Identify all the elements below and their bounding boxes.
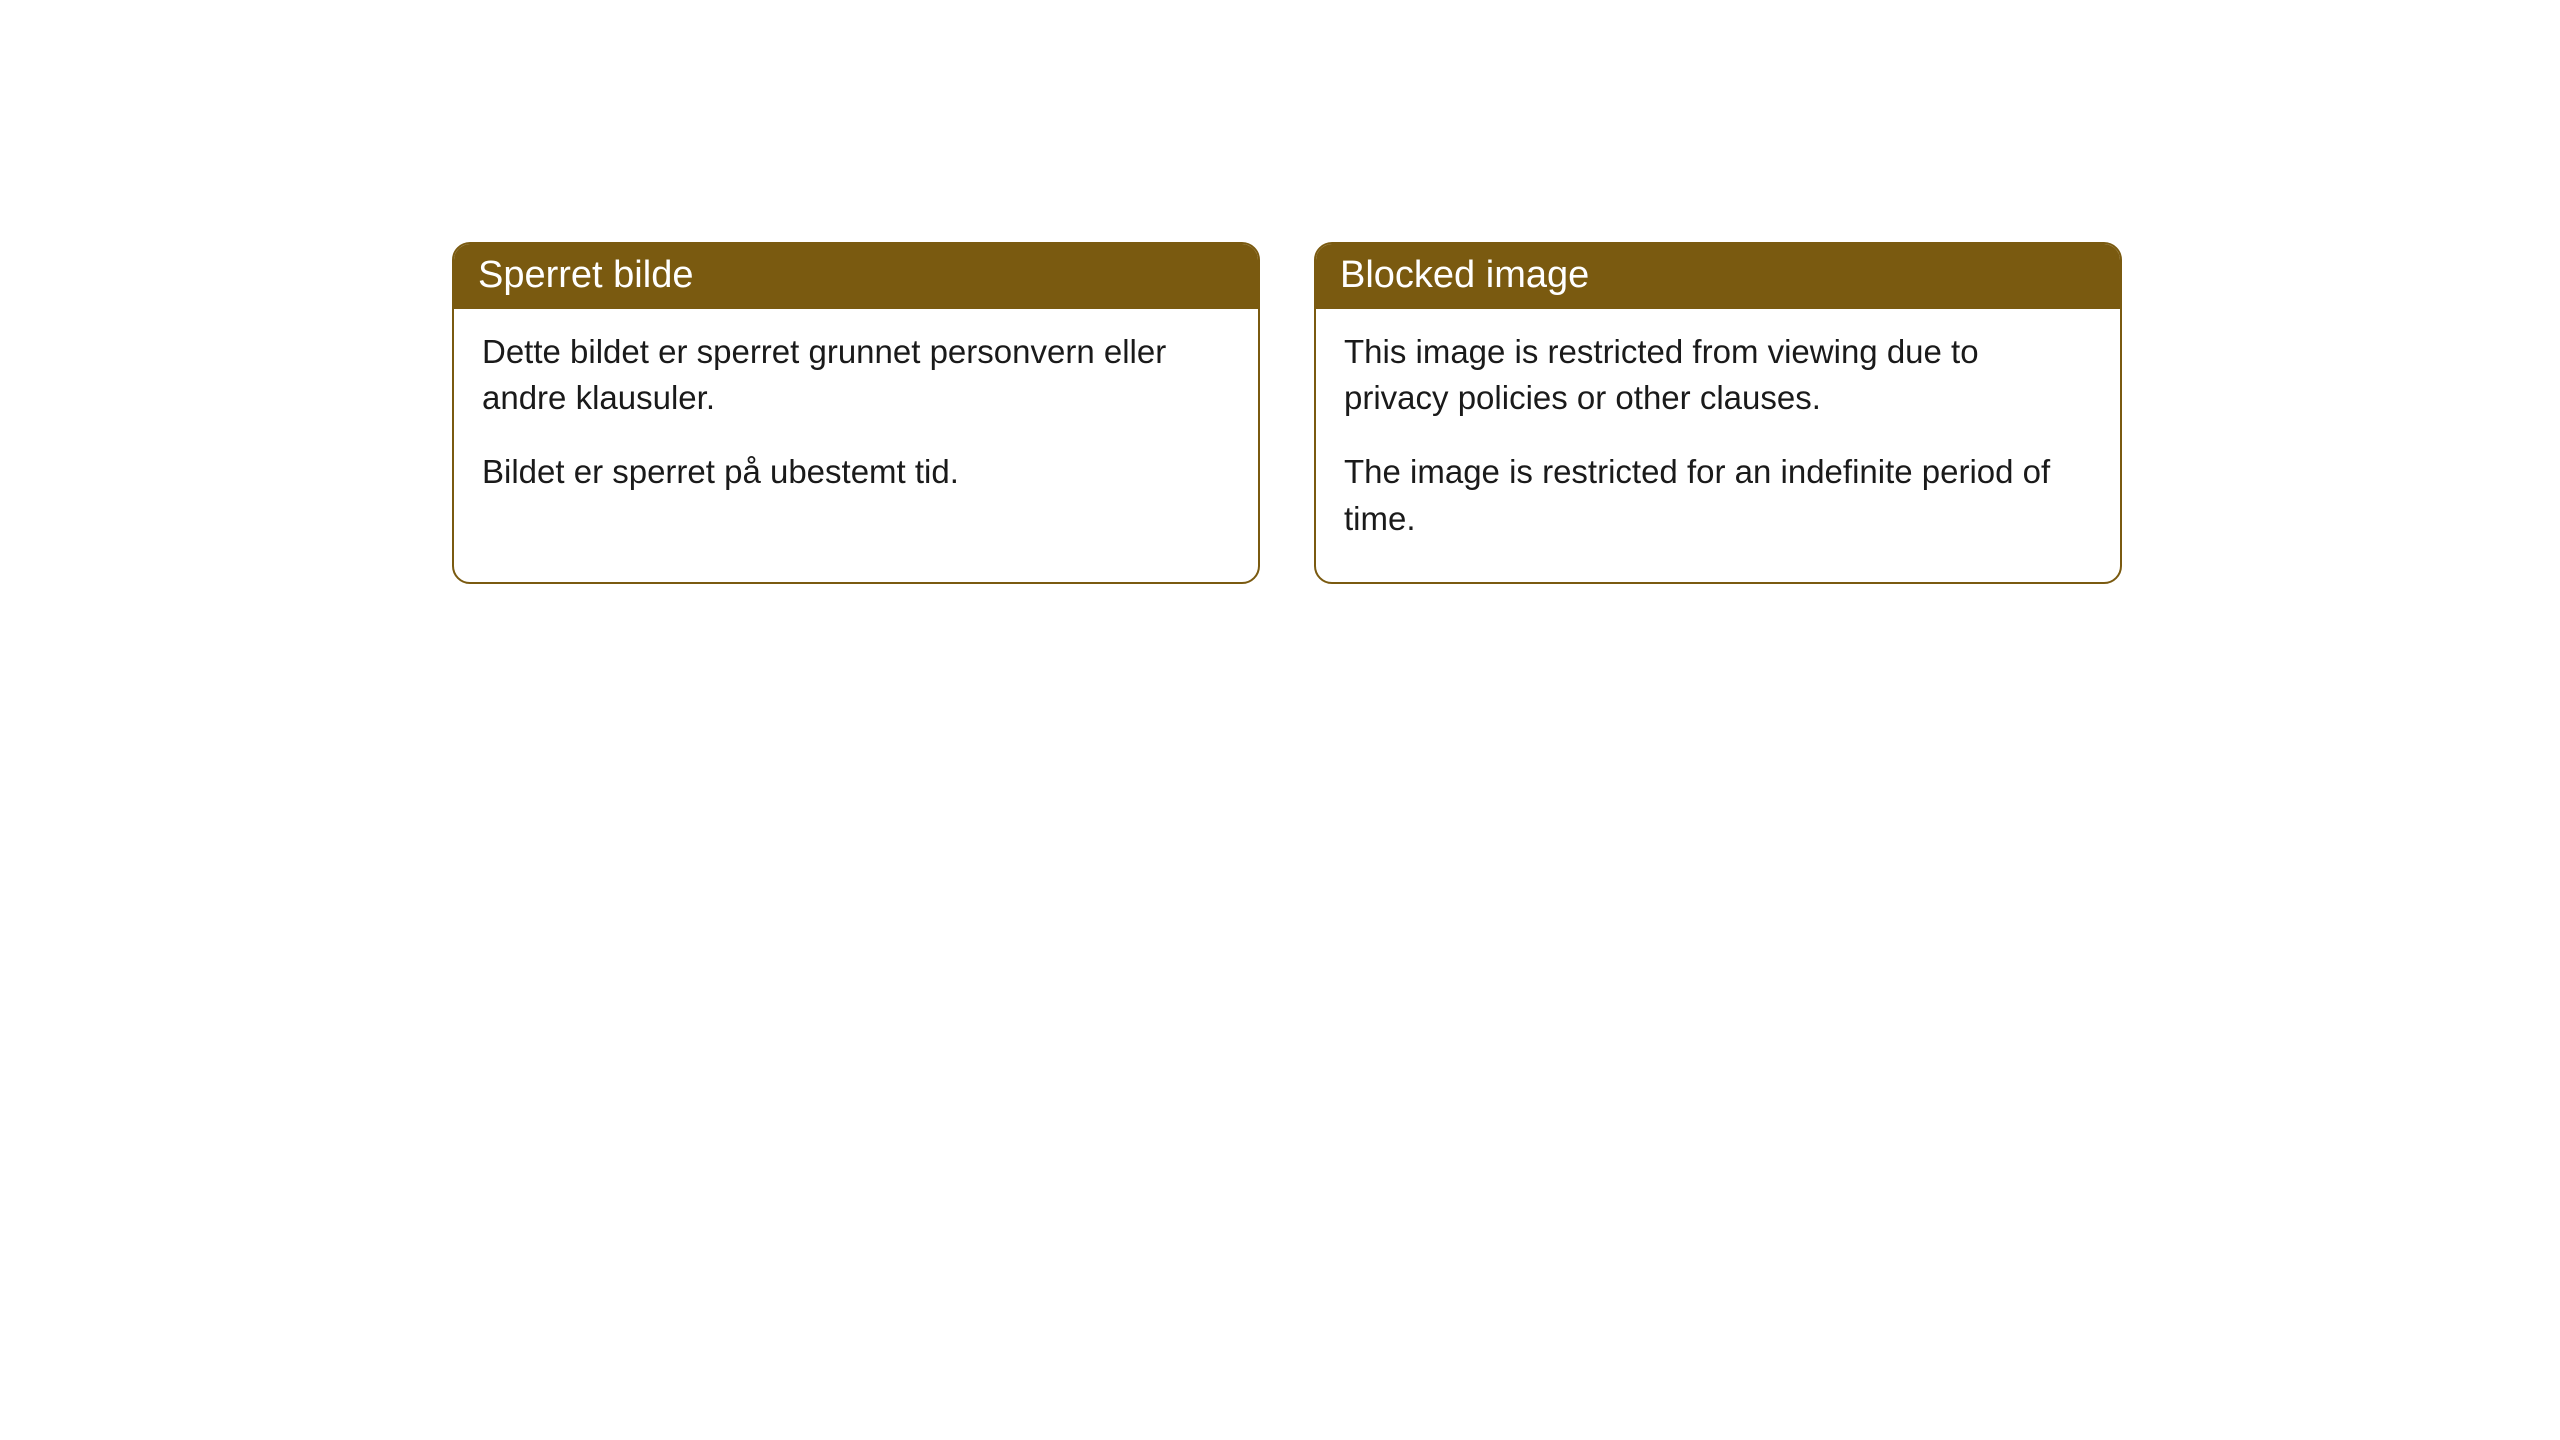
card-body-norwegian: Dette bildet er sperret grunnet personve… (454, 309, 1258, 536)
blocked-image-card-norwegian: Sperret bilde Dette bildet er sperret gr… (452, 242, 1260, 584)
card-paragraph-2-norwegian: Bildet er sperret på ubestemt tid. (482, 449, 1230, 495)
card-header-english: Blocked image (1316, 244, 2120, 309)
card-paragraph-1-norwegian: Dette bildet er sperret grunnet personve… (482, 329, 1230, 421)
blocked-image-card-english: Blocked image This image is restricted f… (1314, 242, 2122, 584)
card-container: Sperret bilde Dette bildet er sperret gr… (452, 242, 2122, 584)
card-header-norwegian: Sperret bilde (454, 244, 1258, 309)
card-paragraph-2-english: The image is restricted for an indefinit… (1344, 449, 2092, 541)
card-body-english: This image is restricted from viewing du… (1316, 309, 2120, 582)
card-paragraph-1-english: This image is restricted from viewing du… (1344, 329, 2092, 421)
